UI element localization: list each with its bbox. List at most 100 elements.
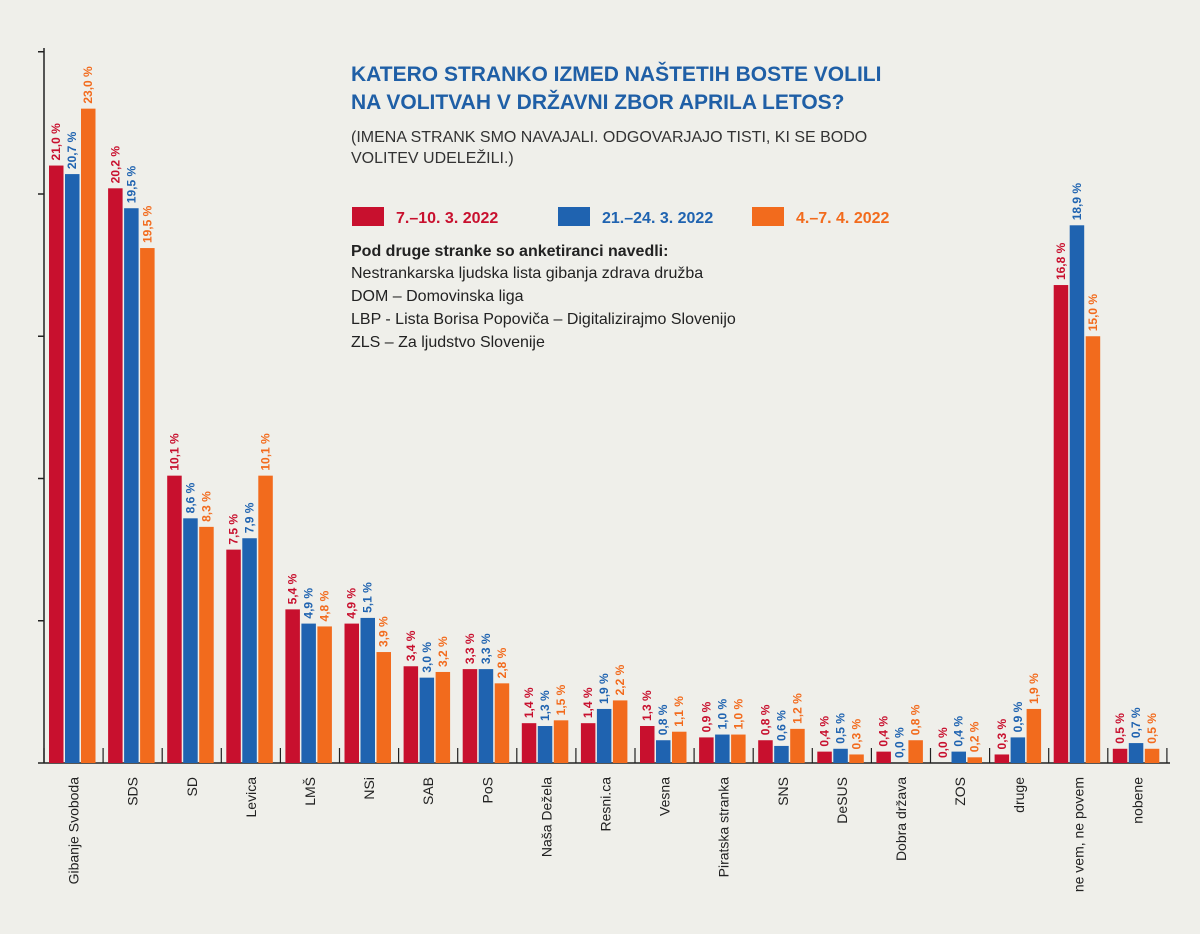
bar [553, 720, 569, 763]
data-label: 0,5 % [1113, 713, 1127, 744]
data-label: 10,1 % [259, 433, 273, 471]
bar [183, 518, 198, 763]
chart-title-line: NA VOLITVAH V DRŽAVNI ZBOR APRILA LETOS? [351, 90, 845, 114]
bar [124, 208, 139, 764]
bar [1112, 748, 1128, 763]
bar [199, 526, 214, 763]
data-label: 1,5 % [554, 684, 568, 715]
category-label: ZOS [952, 777, 968, 806]
note-block: Pod druge stranke so anketiranci navedli… [351, 243, 736, 351]
bar [994, 754, 1010, 763]
legend-label: 21.–24. 3. 2022 [602, 210, 713, 227]
category-label: NSi [361, 777, 377, 800]
data-label: 5,4 % [286, 573, 300, 604]
bar [612, 700, 628, 763]
category-label: Vesna [657, 777, 673, 816]
category-label: nobene [1129, 777, 1145, 824]
bar [715, 734, 730, 763]
bar [521, 723, 537, 763]
bar [1128, 743, 1144, 763]
legend-swatch [352, 207, 384, 226]
bar [774, 745, 789, 763]
data-label: 0,2 % [968, 721, 982, 752]
bar [580, 723, 596, 763]
category-label: Resni.ca [597, 777, 613, 832]
bar [1069, 225, 1085, 764]
bar [419, 677, 435, 763]
bar [226, 549, 241, 763]
category-label: Dobra država [893, 777, 909, 861]
note-line: Nestrankarska ljudska lista gibanja zdra… [351, 265, 703, 282]
data-label: 0,9 % [1011, 701, 1025, 732]
data-label: 8,6 % [183, 482, 197, 513]
data-label: 0,4 % [818, 716, 832, 747]
legend: 7.–10. 3. 2022 21.–24. 3. 2022 4.–7. 4. … [352, 207, 890, 227]
category-label: SDS [125, 777, 141, 806]
data-label: 0,0 % [936, 727, 950, 758]
data-label: 4,9 % [345, 588, 359, 619]
data-label: 0,7 % [1129, 707, 1143, 738]
bars [49, 108, 1160, 764]
bar [403, 666, 419, 763]
data-label: 3,3 % [479, 633, 493, 664]
bar [817, 751, 832, 763]
value-labels: 21,0 % 20,7 %23,0 %20,2 %19,5 %19,5 %10,1… [49, 66, 1159, 758]
data-label: 1,3 % [538, 690, 552, 721]
bar [1026, 708, 1042, 763]
data-label: 0,0 % [893, 727, 907, 758]
data-label: 3,0 % [420, 642, 434, 673]
data-label: 1,0 % [731, 699, 745, 730]
data-label: 0,6 % [774, 710, 788, 741]
bar [1144, 748, 1160, 763]
data-label: 16,8 % [1054, 242, 1068, 280]
bar [317, 626, 332, 763]
bar [790, 728, 805, 763]
data-label: 20,2 % [108, 146, 122, 184]
data-label: 1,4 % [581, 687, 595, 718]
data-label: 8,3 % [199, 491, 213, 522]
data-label: 4,9 % [302, 588, 316, 619]
data-label: 1,9 % [1027, 673, 1041, 704]
legend-label: 7.–10. 3. 2022 [396, 210, 498, 227]
bar [731, 734, 746, 763]
data-label: 1,1 % [672, 696, 686, 727]
data-label: 21,0 % [49, 123, 63, 161]
note-line: ZLS – Za ljudstvo Slovenije [351, 334, 545, 351]
data-label: 0,8 % [656, 704, 670, 735]
bar [258, 475, 273, 763]
bar [167, 475, 182, 763]
category-label: ne vem, ne povem [1070, 777, 1086, 892]
data-label: 0,4 % [952, 716, 966, 747]
bar [833, 748, 848, 763]
data-label: 0,4 % [877, 716, 891, 747]
data-label: 10,1 % [167, 433, 181, 471]
bar [494, 683, 510, 763]
data-label: 0,5 % [834, 713, 848, 744]
data-label: 5,1 % [361, 582, 375, 613]
bar [849, 754, 864, 763]
data-label: 7,9 % [243, 502, 257, 533]
data-label: 0,5 % [1145, 713, 1159, 744]
data-label: 3,2 % [436, 636, 450, 667]
bar [951, 751, 966, 763]
bar [699, 737, 714, 763]
data-label: 0,8 % [758, 704, 772, 735]
chart-title: KATERO STRANKO IZMED NAŠTETIH BOSTE VOLI… [351, 62, 881, 114]
data-label: 7,5 % [227, 514, 241, 545]
data-label: 0,8 % [909, 704, 923, 735]
bar [1010, 737, 1026, 763]
bar [1053, 285, 1069, 763]
data-label: 2,2 % [613, 664, 627, 695]
chart-subtitle: (IMENA STRANK SMO NAVAJALI. ODGOVARJAJO … [351, 129, 867, 167]
legend-swatch [558, 207, 590, 226]
category-label: SAB [420, 777, 436, 805]
bar [65, 174, 80, 763]
bar [285, 609, 300, 763]
bar [537, 726, 553, 763]
bar [640, 726, 655, 763]
bar [672, 731, 687, 763]
category-label: PoS [479, 777, 495, 803]
data-label: 2,8 % [495, 647, 509, 678]
note-line: DOM – Domovinska liga [351, 288, 524, 305]
